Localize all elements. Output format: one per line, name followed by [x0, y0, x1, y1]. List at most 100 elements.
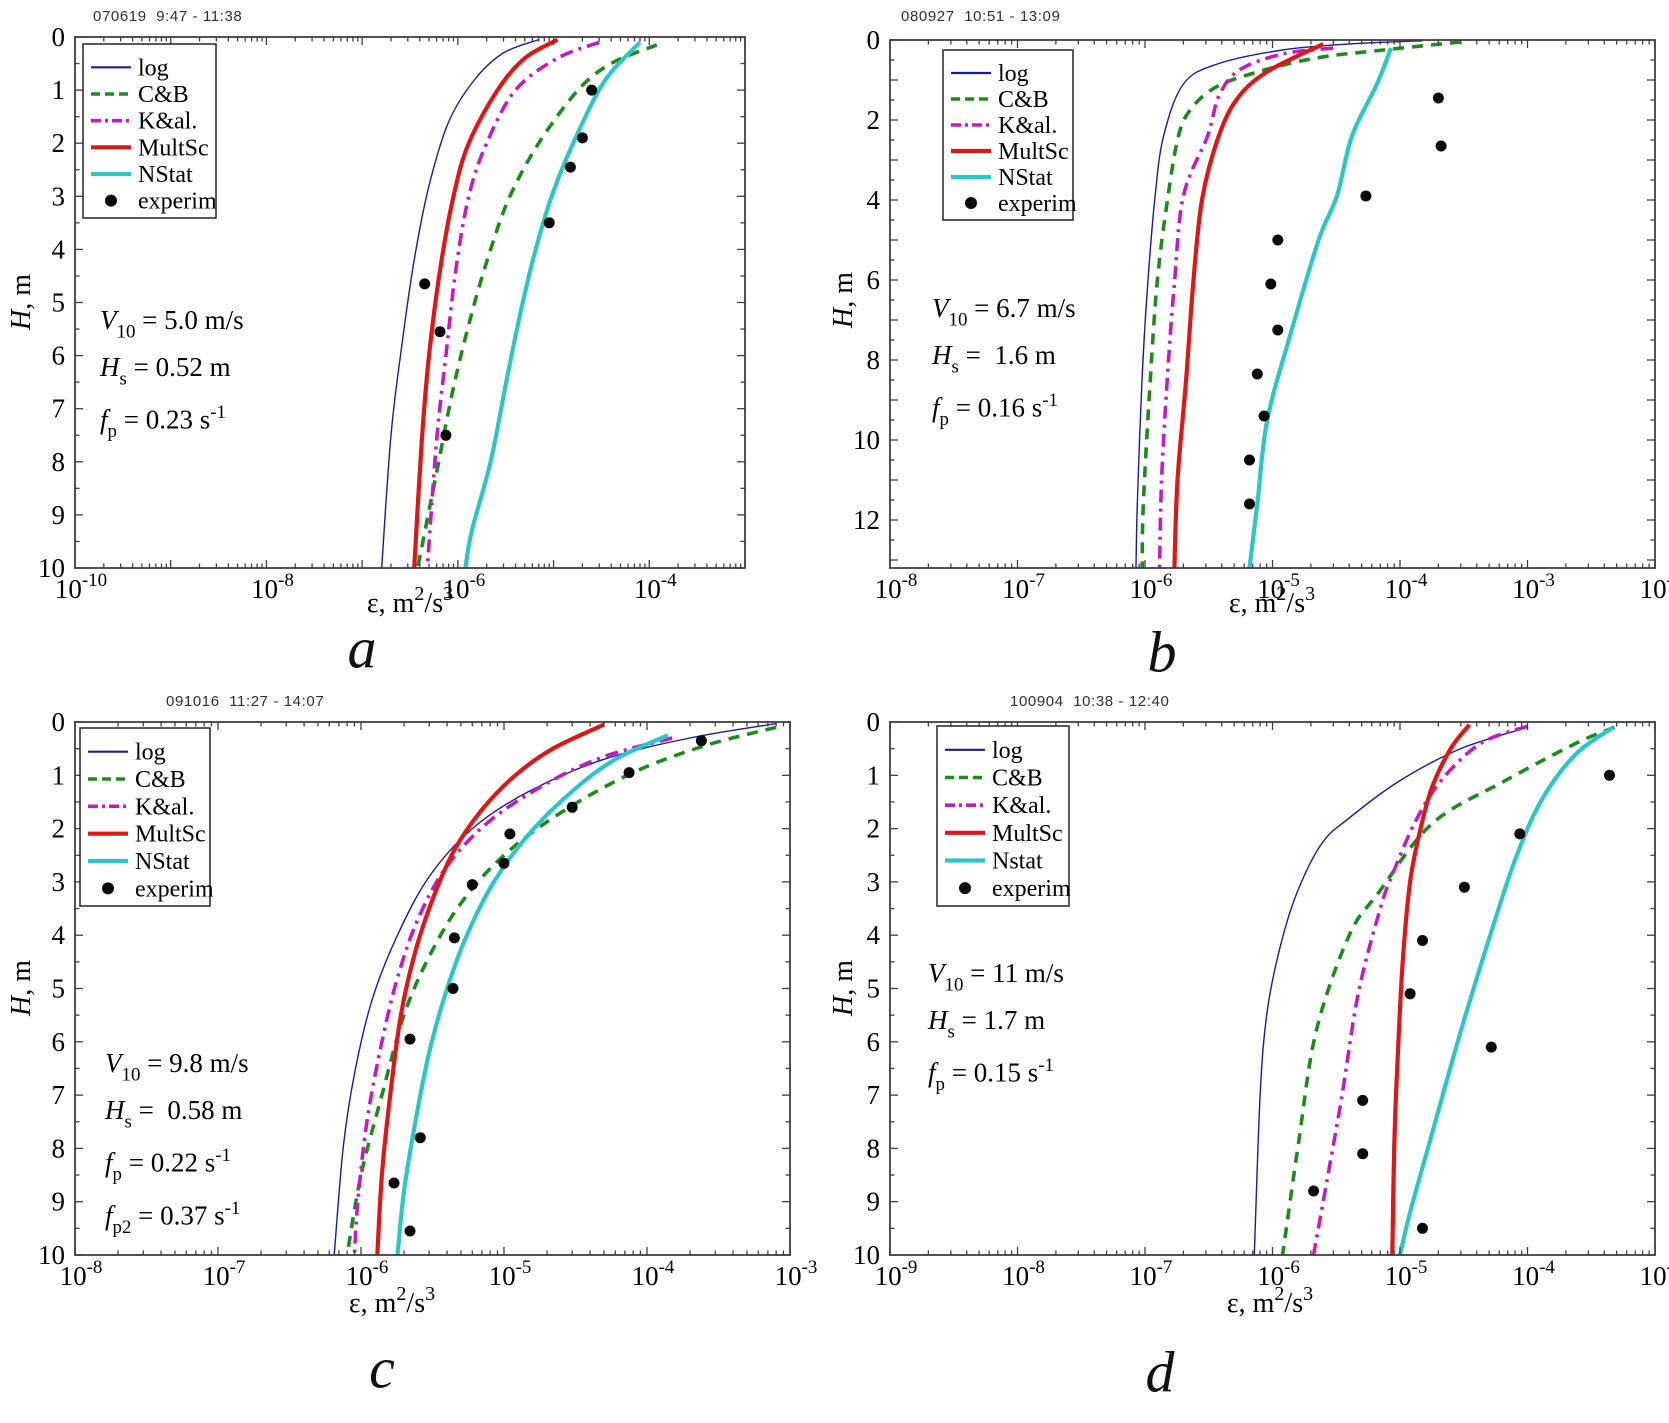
curves-a	[381, 37, 658, 568]
experim-dot	[434, 326, 446, 338]
experim-dot	[1357, 1148, 1369, 1160]
annotation-line: V10 = 9.8 m/s	[105, 1048, 249, 1086]
tick-label: 10-5	[1257, 570, 1300, 604]
tick-label: 3	[52, 867, 66, 897]
curve-multsc	[412, 37, 559, 568]
tick-label: 10-4	[1512, 1257, 1555, 1291]
curve-c-b	[1280, 725, 1616, 1255]
legend-label: MultSc	[138, 135, 209, 161]
x-axis-label-c: ε, m2​/s3​	[349, 1283, 435, 1319]
tick-label: 9	[52, 1187, 66, 1217]
x-tick-labels-a: 10-10 10-8 10-6 10-4	[55, 570, 677, 604]
curves-b	[1135, 40, 1462, 568]
tick-label: 10	[853, 1240, 880, 1270]
legend-label: MultSc	[998, 139, 1069, 165]
curve-nstat	[1247, 47, 1393, 568]
annotation-line: fp = 0.22 s-1	[105, 1145, 231, 1185]
experim-dot	[447, 983, 459, 994]
legend-label: C&B	[992, 766, 1043, 792]
annotation-line: fp = 0.16 s-1	[932, 390, 1058, 430]
legend-label: K&al.	[138, 109, 197, 135]
experim-dot	[1604, 769, 1615, 781]
tick-label: 1	[867, 760, 881, 790]
tick-label: 10	[853, 425, 880, 455]
panel-c: 10-8 10-7 10-6 10-5 10-4 10-3 0 1 2 3 4 5 6 7 8 9 10 ε, m…	[6, 707, 817, 1319]
tick-label: 8	[52, 1133, 66, 1163]
legend-sample-experim	[105, 194, 117, 207]
legend-label: MultSc	[135, 822, 206, 848]
tick-label: 10	[38, 1240, 65, 1270]
legend-label: Nstat	[992, 849, 1043, 875]
tick-label: 10-8	[875, 570, 918, 604]
legend-label: C&B	[998, 87, 1049, 113]
experim-dot	[448, 932, 460, 944]
legend-label: log	[135, 740, 166, 766]
panel-c-letter: c	[369, 1335, 395, 1401]
experim-dot	[1258, 410, 1270, 422]
y-axis-label-b: H, m	[828, 272, 859, 329]
experim-dot	[1404, 988, 1416, 1000]
y-tick-labels-d: 0 1 2 3 4 5 6 7 8 9 10	[853, 707, 881, 1270]
tick-label: 8	[867, 345, 881, 375]
tick-label: 2	[867, 814, 881, 844]
experim-dot	[1308, 1185, 1320, 1197]
tick-label: 10-2	[1640, 570, 1669, 604]
experim-dot	[1514, 828, 1526, 840]
curve-c-b	[345, 725, 777, 1255]
x-axis-label-d: ε, m2​/s3​	[1227, 1283, 1313, 1319]
tick-label: 10-10	[55, 570, 107, 604]
tick-label: 10-8	[251, 570, 294, 604]
curve-multsc	[1390, 723, 1472, 1255]
panel-d-title: 100904 10:38 - 12:40	[1010, 693, 1170, 710]
tick-label: 10-7	[1002, 570, 1045, 604]
legend-label: experim	[992, 876, 1071, 902]
tick-label: 7	[867, 1080, 881, 1110]
panel-a-letter: a	[347, 615, 377, 681]
legend-label: experim	[998, 191, 1077, 217]
y-axis-label-d: H, m	[828, 960, 859, 1017]
tick-label: 10-7	[203, 1257, 246, 1291]
experim-dot	[695, 735, 707, 747]
tick-label: 10-4	[634, 570, 677, 604]
annotation-line: Hs = 1.7 m	[928, 1004, 1046, 1043]
legend-label: experim	[138, 189, 217, 215]
x-axis-label-b: ε, m2​/s3​	[1229, 583, 1315, 619]
tick-label: 10-3	[1512, 570, 1555, 604]
tick-label: 8	[52, 447, 66, 477]
panel-d-annotation: V10 = 11 m/s Hs = 1.7 m fp = 0.15 s-1	[928, 956, 1064, 1102]
panel-c-annotation: V10 = 9.8 m/s Hs = 0.58 m fp = 0.22 s-1 fp2…	[105, 1046, 249, 1245]
annotation-line: Hs = 0.58 m	[105, 1094, 243, 1133]
tick-label: 10-9	[875, 1257, 918, 1291]
y-tick-labels-a: 0 1 2 3 4 5 6 7 8 9 10	[38, 22, 66, 583]
x-tick-labels-c: 10-8 10-7 10-6 10-5 10-4 10-3	[60, 1257, 818, 1291]
tick-label: 10-6	[1257, 1257, 1300, 1291]
experim-dot	[576, 132, 588, 144]
annotation-line: fp2 = 0.37 s-1	[105, 1197, 241, 1238]
legend-box	[942, 49, 1074, 221]
tick-label: 4	[867, 920, 881, 950]
annotation-line: Hs = 0.52 m	[100, 351, 231, 390]
experim-dot	[1244, 454, 1255, 466]
tick-label: 10-6	[1130, 570, 1173, 604]
curve-k-al-	[352, 736, 673, 1255]
experim-dots-d	[1308, 769, 1615, 1234]
tick-label: 4	[52, 234, 66, 264]
panel-b-title: 080927 10:51 - 13:09	[901, 8, 1061, 25]
curve-k-al-	[425, 40, 600, 568]
curve-log	[333, 722, 777, 1255]
tick-label: 1	[52, 75, 66, 105]
tick-label: 5	[52, 974, 66, 1004]
panel-b: 10-8 10-7 10-6 10-5 10-4 10-3 10-2 0 2 4 6 8 10 12 ε, …	[828, 25, 1669, 619]
experim-dot	[1432, 92, 1444, 104]
legend-label: MultSc	[992, 821, 1063, 847]
tick-label: 10	[38, 553, 65, 583]
tick-label: 10-8	[1002, 1257, 1045, 1291]
tick-label: 10-4	[632, 1257, 675, 1291]
tick-label: 0	[52, 707, 66, 737]
curve-k-al-	[1311, 724, 1529, 1255]
legend-label: K&al.	[992, 793, 1051, 819]
